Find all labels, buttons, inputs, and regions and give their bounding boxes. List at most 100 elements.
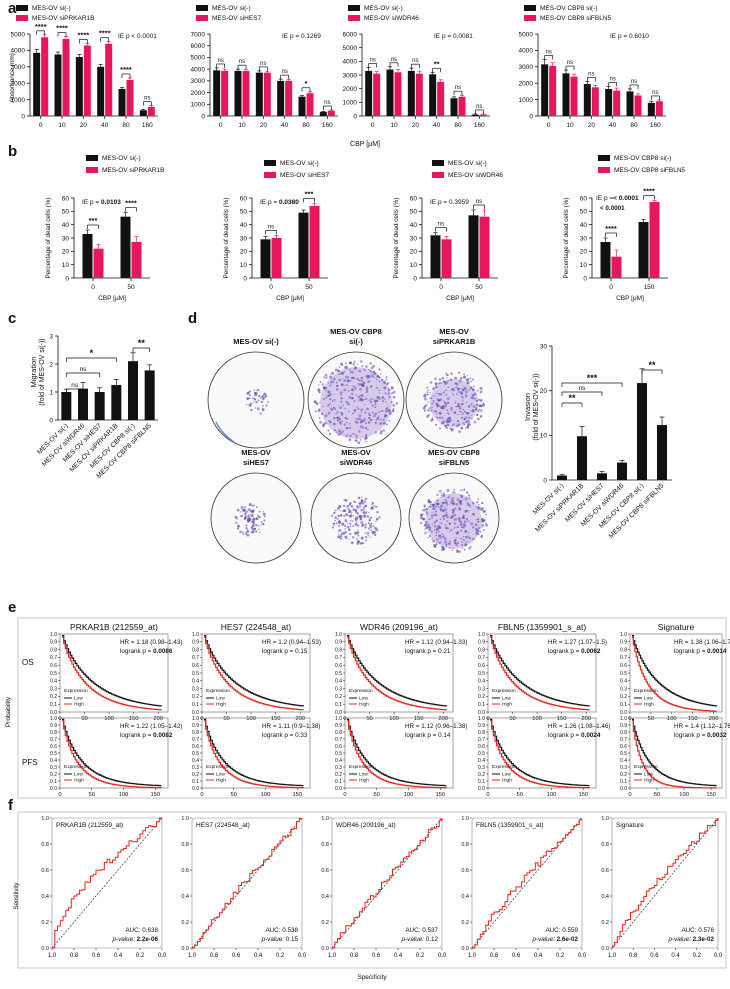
km-hr: HR = 1.22 (1.05–1.42) — [120, 723, 182, 730]
stain-dot — [377, 411, 380, 414]
x-tick-label: 0.6 — [92, 953, 101, 959]
stain-dot — [461, 547, 464, 550]
stain-dot — [466, 502, 470, 505]
b-x-label: CBP [μM] — [276, 295, 304, 302]
stain-dot — [356, 363, 359, 365]
y-tick-label: 0.4 — [335, 758, 342, 764]
stain-dot — [330, 408, 334, 412]
km-pvalue: 0.33 — [295, 732, 308, 739]
stain-dot — [461, 388, 465, 392]
stain-dot — [461, 516, 465, 519]
stain-dot — [459, 387, 462, 389]
stain-dot — [455, 386, 458, 389]
stain-dot — [360, 508, 363, 512]
roc-title: PRKAR1B (212559_at) — [56, 822, 123, 829]
bar-knockdown — [611, 256, 622, 278]
stain-dot — [369, 536, 372, 539]
legend-swatch — [86, 155, 98, 161]
bar-knockdown — [271, 238, 282, 278]
bar-knockdown — [649, 202, 660, 278]
stain-dot — [453, 488, 456, 491]
stain-dot — [457, 390, 460, 393]
stain-dot — [240, 511, 242, 513]
stain-dot — [348, 503, 352, 506]
x-tick-label: 160 — [650, 122, 661, 129]
stain-dot — [479, 530, 482, 533]
stain-dot — [370, 366, 374, 370]
y-tick-label: 7000 — [191, 31, 206, 38]
y-tick-label: 0.6 — [41, 868, 49, 874]
stain-dot — [354, 523, 358, 526]
x-tick-label: 100 — [104, 716, 114, 722]
y-tick-label: 3000 — [11, 64, 26, 71]
stain-dot — [254, 530, 258, 533]
stain-dot — [462, 399, 464, 401]
legend-label: MES-OV si(-) — [212, 5, 251, 12]
stain-dot — [467, 421, 471, 424]
panel-e-frame — [17, 617, 727, 799]
km-curve-high — [632, 720, 717, 789]
stain-dot — [451, 508, 455, 512]
stain-dot — [461, 402, 464, 406]
stain-dot — [460, 426, 464, 430]
y-tick-label: 50 — [62, 209, 70, 216]
stain-dot — [441, 492, 443, 495]
stain-dot — [360, 376, 363, 380]
x-tick-label: 20 — [412, 122, 420, 129]
stain-dot — [250, 514, 254, 518]
stain-dot — [253, 398, 257, 401]
stain-dot — [385, 383, 389, 386]
sig-label: **** — [120, 65, 132, 74]
km-logrank: logrank p = 0.21 — [405, 648, 451, 655]
y-tick-label: 4000 — [11, 48, 26, 55]
stain-dot — [336, 518, 339, 520]
stain-dot — [253, 389, 256, 391]
stain-dot — [436, 397, 439, 400]
stain-dot — [430, 530, 433, 533]
y-tick-label: 0.4 — [478, 758, 485, 764]
km-plot-pfs: 0.00.10.20.30.40.50.60.70.80.91.00 50 100 1… — [620, 716, 730, 798]
stain-dot — [450, 372, 452, 374]
stain-dot — [481, 403, 485, 407]
stain-dot — [253, 522, 255, 525]
bar-knockdown — [83, 45, 91, 117]
y-tick-label: 40 — [62, 222, 70, 229]
stain-dot — [375, 419, 377, 421]
stain-dot — [341, 413, 344, 416]
stain-dot — [352, 376, 356, 380]
panel-letter-b: b — [8, 143, 17, 160]
bar-control — [541, 64, 549, 116]
stain-dot — [456, 549, 459, 552]
stain-dot — [432, 503, 436, 507]
stain-dot — [345, 375, 348, 379]
legend-swatch — [524, 5, 536, 11]
x-tick-label: 150 — [706, 792, 716, 798]
bar-knockdown — [93, 248, 104, 278]
stain-dot — [345, 513, 348, 516]
stain-dot — [338, 533, 340, 535]
stain-dot — [359, 397, 363, 401]
stain-dot — [444, 402, 448, 406]
stain-dot — [428, 518, 431, 521]
stain-dot — [477, 520, 480, 523]
stain-dot — [435, 541, 438, 544]
x-tick-label: 0 — [219, 122, 223, 129]
km-legend-label: Low — [216, 696, 225, 702]
stain-dot — [435, 402, 439, 406]
stain-dot — [245, 526, 248, 530]
km-curve-low — [62, 718, 162, 787]
stain-dot — [333, 378, 336, 381]
stain-dot — [344, 498, 348, 502]
stain-dot — [451, 392, 454, 395]
bar-chart-a4: MES-OV CBP8 si(-)MES-OV CBP8 siFBLN50100… — [519, 5, 666, 129]
stain-dot — [426, 391, 428, 394]
ie-pvalue: IE p < 0.0001 — [118, 33, 157, 40]
stain-dot — [368, 511, 370, 513]
stain-dot — [341, 531, 344, 535]
stain-dot — [453, 522, 457, 525]
km-hr: HR = 1.12 (0.96–1.38) — [405, 723, 467, 730]
stain-dot — [463, 549, 466, 551]
stain-dot — [253, 401, 255, 403]
stain-dot — [264, 395, 267, 399]
stain-dot — [329, 393, 332, 396]
